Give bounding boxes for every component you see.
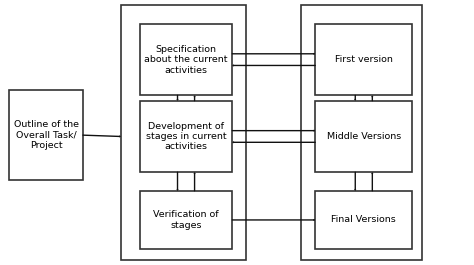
Text: Middle Versions: Middle Versions [327,132,401,141]
Bar [315,101,412,172]
Text: Final Versions: Final Versions [331,215,396,224]
Text: Verification of
stages: Verification of stages [153,210,219,230]
Bar [301,5,422,260]
Bar [121,5,246,260]
Bar [140,24,232,95]
Bar [315,24,412,95]
Text: First version: First version [335,55,393,64]
Bar [140,191,232,249]
Text: Specification
about the current
activities: Specification about the current activiti… [144,45,228,74]
Bar [315,191,412,249]
Text: Development of
stages in current
activities: Development of stages in current activit… [146,122,227,151]
Text: Outline of the
Overall Task/
Project: Outline of the Overall Task/ Project [14,120,79,150]
Bar [140,101,232,172]
Bar [9,90,83,180]
